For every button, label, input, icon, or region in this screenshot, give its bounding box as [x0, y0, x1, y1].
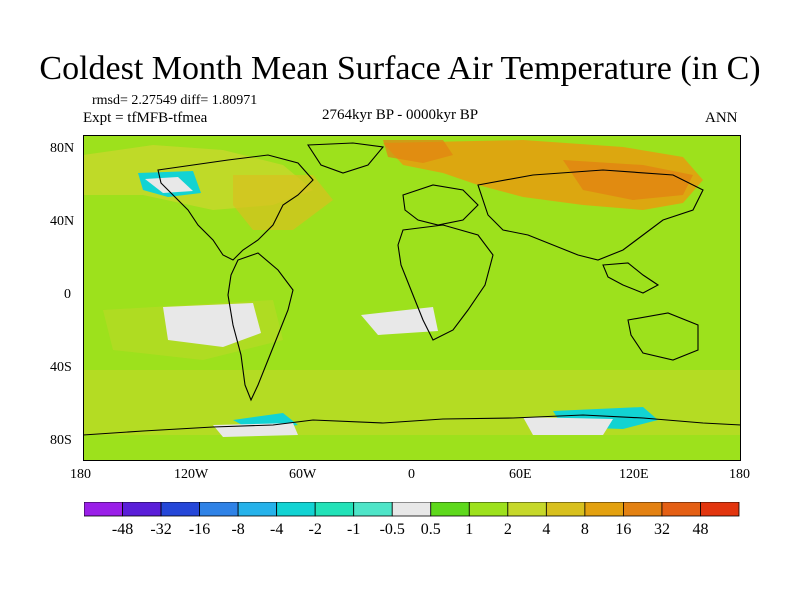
greenland-coast — [307, 142, 385, 174]
colorbar-swatch-2 — [160, 502, 200, 517]
colorbar-label-2: -16 — [189, 521, 210, 538]
colorbar-swatch-3 — [199, 502, 239, 517]
map-panel — [83, 135, 741, 461]
lon-label-60w: 60W — [289, 467, 317, 482]
lon-label-60e: 60E — [509, 467, 532, 482]
temperature-map — [83, 135, 741, 461]
north-america-coast — [157, 154, 314, 261]
asia-coast — [477, 169, 704, 261]
experiment-label: Expt = tfMFB-tfmea — [83, 110, 208, 126]
australia-coast — [627, 312, 699, 361]
colorbar-label-8: 0.5 — [421, 521, 441, 538]
colorbar-label-15: 48 — [692, 521, 708, 538]
colorbar-swatch-4 — [237, 502, 278, 517]
arctic-hot-zone — [383, 140, 453, 163]
lon-label-180-east: 180 — [729, 467, 750, 482]
colorbar-swatch-16 — [700, 502, 740, 517]
colorbar-label-4: -4 — [270, 521, 283, 538]
colorbar-swatch-7 — [353, 502, 393, 517]
lon-label-120w: 120W — [174, 467, 209, 482]
alaska-neutral-patch — [145, 177, 193, 193]
south-atlantic-neutral-patch — [361, 307, 438, 335]
lat-label-40s: 40S — [50, 360, 72, 375]
colorbar-swatch-13 — [584, 502, 624, 517]
colorbar-label-0: -48 — [112, 521, 133, 538]
rmsd-diff-text: rmsd= 2.27549 diff= 1.80971 — [92, 93, 258, 108]
colorbar-label-14: 32 — [654, 521, 670, 538]
colorbar-label-5: -2 — [309, 521, 322, 538]
lat-label-0: 0 — [64, 287, 71, 302]
africa-coast — [397, 224, 494, 341]
lon-label-180-west: 180 — [70, 467, 91, 482]
colorbar-swatch-1 — [122, 502, 162, 517]
maritime-continent-coast — [602, 262, 660, 294]
europe-coast — [402, 184, 479, 226]
map-border — [83, 135, 741, 461]
figure-title: Coldest Month Mean Surface Air Temperatu… — [39, 50, 761, 87]
lon-label-120e: 120E — [619, 467, 649, 482]
period-label: 2764kyr BP - 0000kyr BP — [322, 107, 479, 123]
canada-warm-zone — [233, 175, 333, 230]
colorbar-swatch-6 — [314, 502, 355, 517]
colorbar-label-12: 8 — [581, 521, 589, 538]
coastlines — [83, 142, 741, 436]
colorbar-swatch-12 — [545, 502, 586, 517]
colorbar-swatch-14 — [623, 502, 663, 517]
colorbar-label-9: 1 — [465, 521, 473, 538]
colorbar-label-13: 16 — [615, 521, 631, 538]
colorbar-label-3: -8 — [231, 521, 244, 538]
lat-label-80n: 80N — [50, 141, 75, 156]
antarctica-coast — [83, 414, 741, 436]
lat-label-40n: 40N — [50, 214, 75, 229]
lat-label-80s: 80S — [50, 433, 72, 448]
colorbar-label-7: -0.5 — [380, 521, 405, 538]
south-america-coast — [227, 252, 294, 402]
colorbar-label-11: 4 — [542, 521, 550, 538]
colorbar-swatch-5 — [276, 502, 316, 517]
season-label: ANN — [705, 110, 738, 126]
colorbar-label-10: 2 — [504, 521, 512, 538]
colorbar-swatch-15 — [661, 502, 701, 517]
southern-ocean-band — [83, 370, 741, 435]
east-antarctic-neutral-patch — [523, 417, 613, 435]
colorbar-swatch-8 — [391, 502, 432, 517]
colorbar-label-6: -1 — [347, 521, 360, 538]
colorbar-swatch-9 — [430, 502, 470, 517]
colorbar-swatch-0 — [84, 502, 123, 517]
colorbar-label-1: -32 — [150, 521, 171, 538]
colorbar-swatch-11 — [507, 502, 547, 517]
lon-label-0: 0 — [408, 467, 415, 482]
colorbar-swatch-10 — [468, 502, 509, 517]
colorbar: -48 -32 -16 -8 -4 -2 -1 -0.5 0.5 1 2 4 8 16 32 48 — [84, 502, 740, 538]
